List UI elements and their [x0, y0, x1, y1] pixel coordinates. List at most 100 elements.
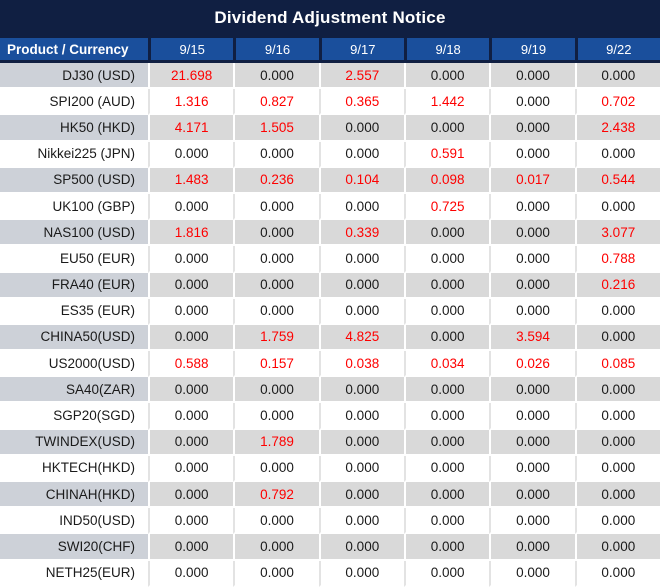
value-cell: 0.034 [403, 351, 490, 378]
value-cell: 0.591 [403, 141, 490, 168]
value-cell: 0.000 [489, 377, 575, 404]
value-cell: 0.000 [148, 455, 234, 482]
value-cell: 0.000 [233, 220, 319, 247]
value-cell: 0.000 [489, 63, 575, 90]
value-cell: 0.000 [489, 89, 575, 116]
value-cell: 0.000 [489, 272, 575, 299]
table-row: UK100 (GBP) 0.000 0.000 0.000 0.725 0.000 0.00… [0, 193, 660, 221]
value-cell: 0.702 [574, 89, 660, 116]
table-row: FRA40 (EUR) 0.000 0.000 0.000 0.000 0.000 0.21… [0, 272, 660, 299]
product-cell: SGP20(SGD) [0, 403, 148, 430]
value-cell: 0.000 [233, 508, 319, 535]
product-cell: HKTECH(HKD) [0, 455, 148, 482]
value-cell: 0.000 [489, 508, 575, 535]
value-cell: 0.000 [148, 377, 234, 404]
table-row: ES35 (EUR) 0.000 0.000 0.000 0.000 0.000 0.000 [0, 298, 660, 325]
column-header-date-2: 9/16 [233, 35, 319, 63]
value-cell: 0.000 [233, 560, 319, 587]
product-cell: SPI200 (AUD) [0, 89, 148, 116]
table-row: CHINAH(HKD) 0.000 0.792 0.000 0.000 0.000 0.00… [0, 482, 660, 509]
value-cell: 0.000 [489, 141, 575, 168]
column-header-date-1: 9/15 [148, 35, 234, 63]
table-row: TWINDEX(USD) 0.000 1.789 0.000 0.000 0.000 0.0… [0, 429, 660, 456]
value-cell: 0.000 [403, 272, 490, 299]
product-cell: DJ30 (USD) [0, 63, 148, 90]
value-cell: 0.000 [318, 455, 404, 482]
dividend-table-body: DJ30 (USD) 21.698 0.000 2.557 0.000 0.000 0.00… [0, 63, 660, 587]
value-cell: 0.000 [148, 429, 234, 456]
value-cell: 0.085 [574, 351, 660, 378]
value-cell: 0.000 [148, 272, 234, 299]
value-cell: 0.000 [148, 403, 234, 430]
value-cell: 0.000 [148, 324, 234, 352]
value-cell: 0.104 [318, 167, 404, 194]
value-cell: 0.000 [489, 115, 575, 142]
column-header-date-5: 9/19 [489, 35, 575, 63]
value-cell: 0.000 [403, 377, 490, 404]
value-cell: 0.792 [233, 482, 319, 509]
table-row: HKTECH(HKD) 0.000 0.000 0.000 0.000 0.000 0.00… [0, 455, 660, 482]
value-cell: 0.827 [233, 89, 319, 116]
value-cell: 0.000 [233, 141, 319, 168]
value-cell: 0.000 [318, 403, 404, 430]
value-cell: 0.000 [489, 246, 575, 273]
column-header-product: Product / Currency [0, 35, 148, 63]
product-cell: CHINAH(HKD) [0, 482, 148, 509]
value-cell: 0.000 [574, 482, 660, 509]
product-cell: NETH25(EUR) [0, 560, 148, 587]
value-cell: 0.000 [574, 429, 660, 456]
table-row: SP500 (USD) 1.483 0.236 0.104 0.098 0.017 0.54… [0, 167, 660, 194]
value-cell: 0.000 [403, 63, 490, 90]
value-cell: 1.316 [148, 89, 234, 116]
table-row: SA40(ZAR) 0.000 0.000 0.000 0.000 0.000 0.000 [0, 377, 660, 404]
value-cell: 0.098 [403, 167, 490, 194]
value-cell: 0.000 [233, 403, 319, 430]
value-cell: 0.000 [574, 560, 660, 587]
value-cell: 1.759 [233, 324, 319, 352]
value-cell: 0.017 [489, 167, 575, 194]
value-cell: 0.038 [318, 351, 404, 378]
product-cell: SP500 (USD) [0, 167, 148, 194]
value-cell: 0.000 [403, 429, 490, 456]
value-cell: 0.000 [318, 298, 404, 325]
product-cell: HK50 (HKD) [0, 115, 148, 142]
value-cell: 0.157 [233, 351, 319, 378]
table-row: NAS100 (USD) 1.816 0.000 0.339 0.000 0.000 3.0… [0, 220, 660, 247]
value-cell: 0.000 [574, 403, 660, 430]
product-cell: NAS100 (USD) [0, 220, 148, 247]
value-cell: 1.816 [148, 220, 234, 247]
table-row: DJ30 (USD) 21.698 0.000 2.557 0.000 0.000 0.00… [0, 63, 660, 90]
table-row: NETH25(EUR) 0.000 0.000 0.000 0.000 0.000 0.00… [0, 560, 660, 587]
value-cell: 0.000 [233, 298, 319, 325]
value-cell: 0.000 [148, 482, 234, 509]
value-cell: 0.000 [148, 508, 234, 535]
product-cell: UK100 (GBP) [0, 193, 148, 221]
value-cell: 0.000 [148, 298, 234, 325]
value-cell: 0.000 [403, 482, 490, 509]
product-cell: ES35 (EUR) [0, 298, 148, 325]
value-cell: 0.725 [403, 193, 490, 221]
value-cell: 0.000 [318, 482, 404, 509]
value-cell: 0.000 [233, 272, 319, 299]
value-cell: 0.000 [403, 455, 490, 482]
value-cell: 0.000 [574, 455, 660, 482]
value-cell: 0.000 [318, 560, 404, 587]
value-cell: 0.000 [489, 455, 575, 482]
value-cell: 0.000 [233, 377, 319, 404]
value-cell: 0.000 [318, 246, 404, 273]
value-cell: 0.000 [318, 141, 404, 168]
table-row: HK50 (HKD) 4.171 1.505 0.000 0.000 0.000 2.438 [0, 115, 660, 142]
value-cell: 0.000 [148, 534, 234, 561]
dividend-table: Product / Currency 9/15 9/16 9/17 9/18 9… [0, 35, 660, 587]
value-cell: 1.442 [403, 89, 490, 116]
value-cell: 2.438 [574, 115, 660, 142]
table-row: CHINA50(USD) 0.000 1.759 4.825 0.000 3.594 0.0… [0, 324, 660, 352]
product-cell: TWINDEX(USD) [0, 429, 148, 456]
value-cell: 0.000 [403, 298, 490, 325]
product-cell: US2000(USD) [0, 351, 148, 378]
product-cell: IND50(USD) [0, 508, 148, 535]
value-cell: 0.236 [233, 167, 319, 194]
value-cell: 0.000 [148, 246, 234, 273]
value-cell: 0.000 [574, 298, 660, 325]
table-row: Nikkei225 (JPN) 0.000 0.000 0.000 0.591 0.000… [0, 141, 660, 168]
